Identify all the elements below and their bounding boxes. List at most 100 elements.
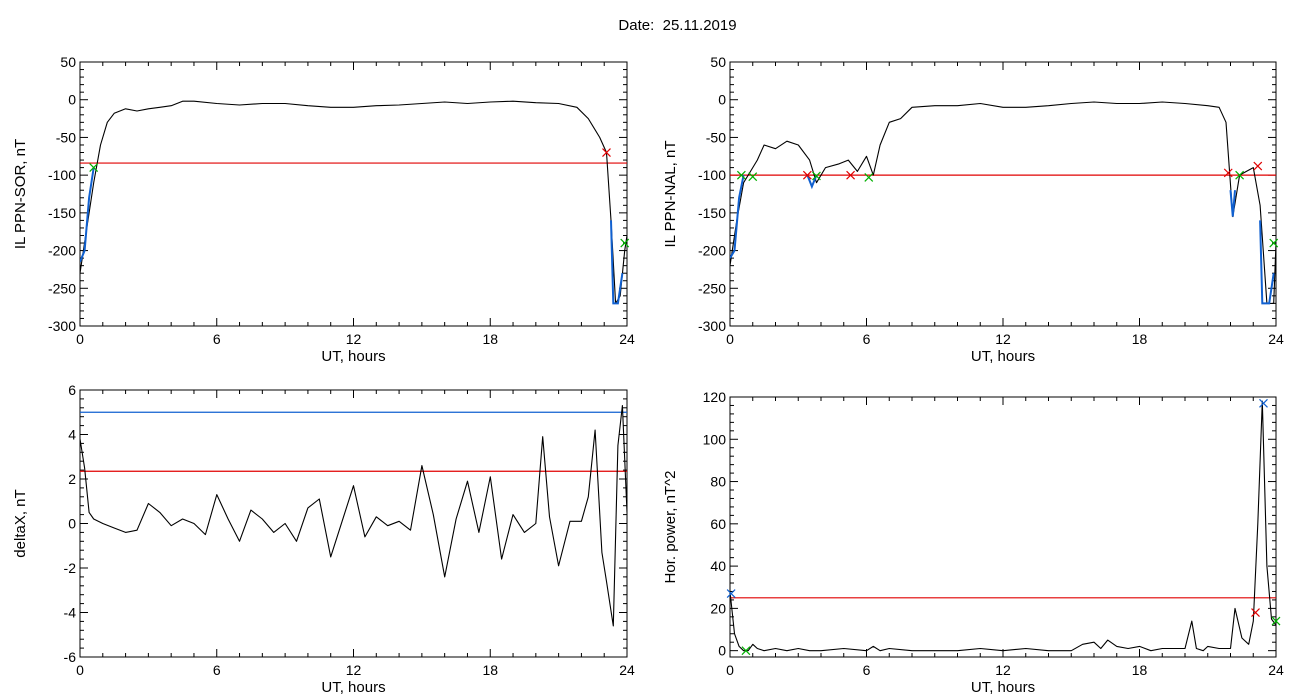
y-tick-label: 80 <box>710 474 726 490</box>
x-tick-label: 0 <box>76 331 84 347</box>
x-tick-label: 6 <box>863 331 871 347</box>
plot-frame <box>79 389 628 658</box>
marker-red <box>802 170 812 180</box>
highlight-segment <box>610 220 624 305</box>
y-tick-label: 0 <box>718 92 726 108</box>
highlight-segment <box>1259 220 1275 305</box>
x-tick-label: 24 <box>619 662 635 678</box>
y-axis-label: Hor. power, nT^2 <box>662 471 679 584</box>
y-tick-label: 120 <box>703 389 727 405</box>
x-tick-label: 0 <box>726 662 734 678</box>
plot-frame <box>729 61 1277 327</box>
plot-area <box>80 405 627 627</box>
highlight-segment <box>806 174 818 190</box>
x-axis-label: UT, hours <box>971 679 1035 696</box>
marker-red <box>1251 608 1260 618</box>
marker-green <box>1269 238 1279 248</box>
y-tick-label: 100 <box>703 431 727 447</box>
marker-green <box>1271 616 1281 626</box>
series-line <box>80 100 627 304</box>
y-axis-label: IL PPN-NAL, nT <box>662 141 679 248</box>
y-tick-label: -50 <box>56 129 76 145</box>
panel-sor: 0 6 12 18 24 50 0 -50 -100 -150 -200 -250 -300 UT, ho… <box>12 54 635 365</box>
y-tick-label: -100 <box>48 167 76 183</box>
marker-green <box>741 646 751 656</box>
highlight-segment <box>730 174 745 259</box>
date-value: 25.11.2019 <box>662 17 737 34</box>
x-tick-label: 6 <box>213 331 221 347</box>
y-tick-label: -150 <box>48 205 76 221</box>
y-tick-label: 0 <box>718 643 726 659</box>
series-line <box>730 400 1276 652</box>
marker-green <box>736 170 746 180</box>
y-tick-label: -6 <box>64 649 77 665</box>
plot-frame <box>729 396 1277 658</box>
plot-area <box>730 101 1276 305</box>
x-tick-label: 12 <box>346 662 362 678</box>
marker-green <box>812 171 821 181</box>
x-tick-label: 12 <box>995 662 1011 678</box>
x-tick-label: 18 <box>482 331 498 347</box>
y-tick-label: -200 <box>48 243 76 259</box>
marker-red <box>846 170 855 180</box>
marker-green <box>748 172 758 182</box>
x-tick-label: 18 <box>482 662 498 678</box>
x-tick-label: 0 <box>726 331 734 347</box>
y-tick-label: -300 <box>698 318 726 334</box>
panel-nal: 0 6 12 18 24 50 0 -50 -100 -150 -200 -250 -300 UT, ho… <box>662 54 1284 365</box>
plot-area <box>80 100 627 305</box>
y-tick-label: 0 <box>68 516 76 532</box>
x-tick-label: 12 <box>346 331 362 347</box>
marker-green <box>620 238 630 248</box>
y-tick-label: 50 <box>710 54 726 70</box>
x-tick-label: 18 <box>1132 662 1148 678</box>
y-tick-label: -250 <box>698 280 726 296</box>
y-tick-label: -100 <box>698 167 726 183</box>
y-axis-label: IL PPN-SOR, nT <box>12 139 29 249</box>
y-tick-label: 0 <box>68 92 76 108</box>
plot-frame <box>79 61 628 327</box>
x-tick-label: 24 <box>1268 662 1284 678</box>
y-tick-label: -250 <box>48 280 76 296</box>
marker-red <box>602 148 611 157</box>
x-axis-label: UT, hours <box>321 679 385 696</box>
y-tick-label: 60 <box>710 516 726 532</box>
y-tick-label: -200 <box>698 243 726 259</box>
marker-green <box>89 163 99 173</box>
chart-title: Date: 25.11.2019 <box>0 17 1300 34</box>
panel-power: 0 6 12 18 24 120 100 80 60 40 20 0 UT, hours Hor. pow… <box>662 389 1284 696</box>
series-line <box>80 405 627 627</box>
y-tick-label: 40 <box>710 558 726 574</box>
highlight-segment <box>1229 190 1236 217</box>
marker-green <box>1235 170 1245 180</box>
marker-red <box>1223 168 1233 178</box>
x-axis-label: UT, hours <box>321 348 385 365</box>
marker-blue <box>726 589 736 599</box>
y-tick-label: -150 <box>698 205 726 221</box>
x-tick-label: 6 <box>863 662 871 678</box>
y-tick-label: -2 <box>64 560 77 576</box>
y-tick-label: -300 <box>48 318 76 334</box>
date-label: Date: <box>618 17 655 34</box>
y-tick-label: 20 <box>710 600 726 616</box>
marker-blue <box>1259 398 1268 408</box>
x-tick-label: 24 <box>619 331 635 347</box>
panel-deltax: 0 6 12 18 24 6 4 2 0 -2 -4 -6 UT, hours deltaX, nT <box>12 382 635 696</box>
x-tick-label: 24 <box>1268 331 1284 347</box>
x-tick-label: 18 <box>1132 331 1148 347</box>
marker-red <box>1253 161 1263 171</box>
x-tick-label: 6 <box>213 662 221 678</box>
y-tick-label: 6 <box>68 382 76 398</box>
plot-area <box>730 400 1276 652</box>
y-tick-label: 4 <box>68 427 76 443</box>
x-tick-label: 0 <box>76 662 84 678</box>
y-tick-label: -50 <box>706 129 726 145</box>
x-axis-label: UT, hours <box>971 348 1035 365</box>
y-tick-label: -4 <box>64 605 77 621</box>
x-tick-label: 12 <box>995 331 1011 347</box>
y-tick-label: 2 <box>68 471 76 487</box>
y-axis-label: deltaX, nT <box>12 489 29 557</box>
marker-green <box>864 172 874 182</box>
highlight-segment <box>80 167 95 263</box>
